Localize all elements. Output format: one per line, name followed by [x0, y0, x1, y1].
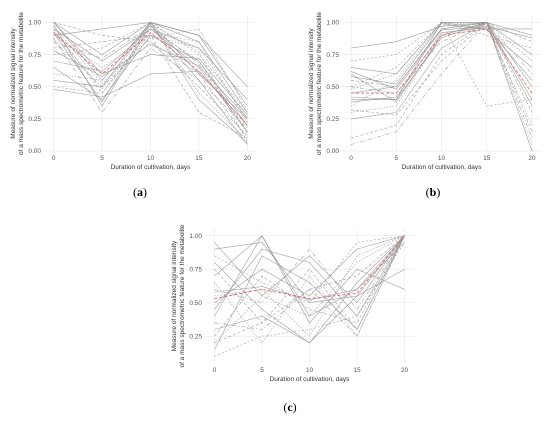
series-line-7	[214, 235, 405, 303]
x-tick-label: 20	[244, 155, 252, 162]
series-line-19	[214, 242, 405, 301]
series-line-10	[214, 235, 405, 344]
y-tick-label: 0.00	[326, 148, 339, 155]
x-tick-label: 15	[195, 155, 203, 162]
panel-caption: (c)	[283, 400, 296, 414]
series-line-5	[350, 22, 533, 120]
panel-caption: (b)	[426, 185, 441, 199]
chart-panel-1: 0.00 0.25 0.50 0.75 1.00 0 5 10 15 20 Duration of …	[308, 12, 541, 199]
x-tick-label: 15	[483, 155, 491, 162]
y-tick-label: 1.00	[28, 20, 41, 27]
y-tick-label: 1.00	[189, 233, 202, 240]
series-line-9	[214, 235, 405, 337]
y-tick-label: 1.00	[326, 20, 339, 27]
x-tick-label: 5	[260, 367, 264, 374]
series-line-18	[214, 235, 405, 344]
series-line-22	[53, 23, 248, 143]
y-tick-label: 0.25	[326, 116, 339, 123]
x-tick-label: 5	[100, 155, 104, 162]
y-axis-title-line: Measure of normalized signal intensity	[171, 240, 178, 351]
series-line-16	[350, 23, 533, 85]
series-line-16	[214, 235, 405, 317]
median-line	[351, 28, 533, 94]
panel-caption: (a)	[133, 185, 147, 199]
series-line-18	[350, 22, 533, 145]
series-line-12	[350, 21, 533, 145]
y-axis-title-line: of a mass spectrometric feature for the …	[316, 12, 323, 155]
x-tick-label: 10	[147, 155, 155, 162]
x-tick-label: 0	[349, 155, 353, 162]
series-line-4	[53, 41, 248, 139]
x-axis-title: Duration of cultivation, days	[402, 164, 483, 171]
series-line-17	[214, 235, 405, 324]
chart-panel-0: 0.00 0.25 0.50 0.75 1.00 0 5 10 15 20 Duration of …	[10, 12, 257, 199]
x-tick-label: 20	[528, 155, 536, 162]
y-tick-label: 0.75	[326, 52, 339, 59]
x-tick-label: 0	[213, 367, 217, 374]
series-line-4	[350, 22, 533, 94]
x-axis-title: Duration of cultivation, days	[111, 164, 192, 171]
series-line-11	[214, 235, 405, 324]
x-tick-label: 10	[306, 367, 314, 374]
y-tick-label: 0.75	[28, 52, 41, 59]
y-tick-label: 0.75	[189, 266, 202, 273]
series-line-15	[350, 22, 533, 100]
series-line-2	[214, 235, 405, 337]
y-tick-label: 0.00	[28, 148, 41, 155]
series-line-20	[53, 25, 248, 134]
series-line-13	[214, 235, 405, 350]
series-line-17	[350, 21, 533, 132]
series-line-17	[53, 34, 248, 139]
y-tick-label: 0.25	[28, 116, 41, 123]
x-axis-title: Duration of cultivation, days	[270, 376, 351, 383]
y-axis-title-line: of a mass spectrometric feature for the …	[179, 224, 186, 367]
series-line-11	[350, 22, 533, 152]
x-tick-label: 20	[401, 367, 409, 374]
series-line-19	[350, 25, 533, 90]
series-line-7	[350, 22, 533, 100]
chart-panel-2: 0.25 0.50 0.75 1.00 0 5 10 15 20 Duration of cult…	[171, 224, 414, 414]
x-tick-label: 15	[353, 367, 361, 374]
median-line	[214, 235, 405, 300]
x-tick-label: 5	[394, 155, 398, 162]
series-line-5	[214, 235, 405, 304]
y-tick-label: 0.50	[28, 84, 41, 91]
median-line	[53, 32, 248, 126]
series-line-18	[53, 26, 248, 111]
series-line-14	[214, 235, 405, 304]
series-line-14	[350, 21, 533, 107]
series-line-21	[53, 70, 248, 126]
series-line-23	[53, 43, 248, 118]
series-line-15	[214, 268, 405, 344]
y-axis-title-line: Measure of normalized signal intensity	[10, 27, 17, 138]
series-line-9	[53, 22, 248, 136]
series-line-19	[53, 22, 248, 88]
y-axis-title-line: Measure of normalized signal intensity	[308, 27, 315, 138]
series-line-9	[350, 21, 533, 139]
y-axis-title-line: of a mass spectrometric feature for the …	[18, 12, 25, 155]
series-line-16	[53, 22, 248, 116]
series-line-4	[214, 235, 405, 337]
y-tick-label: 0.50	[326, 84, 339, 91]
y-tick-label: 0.50	[189, 300, 202, 307]
y-tick-label: 0.25	[189, 333, 202, 340]
series-line-10	[350, 22, 533, 126]
series-line-12	[214, 235, 405, 310]
x-tick-label: 10	[438, 155, 446, 162]
x-tick-label: 0	[52, 155, 56, 162]
series-line-14	[53, 32, 248, 123]
